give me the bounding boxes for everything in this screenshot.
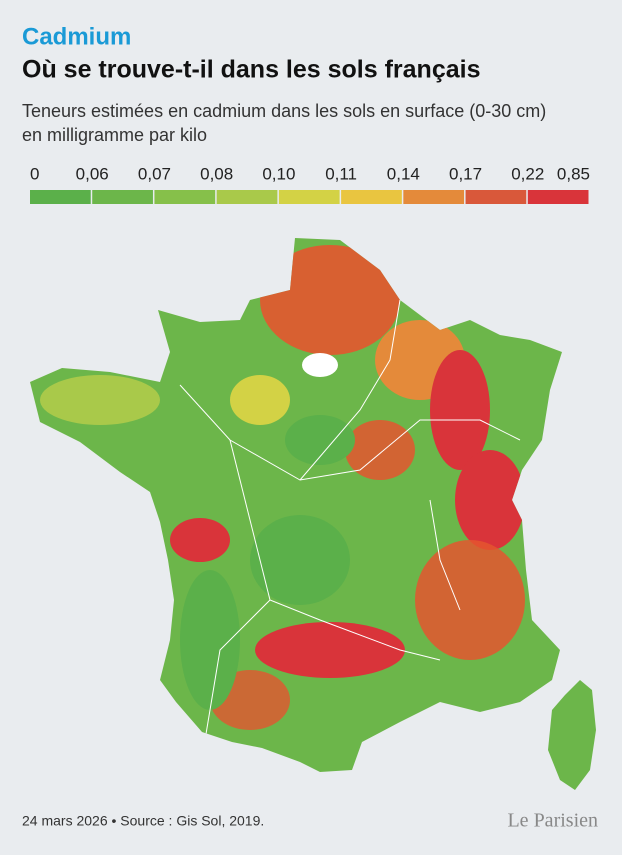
logo: Le Parisien [507,810,598,832]
legend-label: 0,06 [76,164,109,183]
legend-swatch [403,190,465,204]
legend: 0 0,06 0,07 0,08 0,10 0,11 0,14 0,17 0,22 0,85 [30,164,590,204]
legend-label: 0,08 [200,164,233,183]
title: Où se trouve-t-il dans les sols français [22,56,480,84]
subtitle: Teneurs estimées en cadmium dans les sol… [22,101,546,121]
legend-label: 0,11 [325,164,357,183]
legend-label: 0,10 [262,164,295,183]
legend-label: 0 [30,164,39,183]
legend-swatch [465,190,527,204]
legend-label: 0,14 [387,164,420,183]
source: 24 mars 2026 • Source : Gis Sol, 2019. [22,813,264,829]
subtitle: en milligramme par kilo [22,125,207,145]
legend-swatch [154,190,216,204]
legend-label: 0,17 [449,164,482,183]
corsica [548,680,596,790]
legend-swatch [341,190,402,204]
legend-label: 0,85 [557,164,590,183]
legend-swatch [30,190,91,204]
legend-swatch [527,190,589,204]
kicker: Cadmium [22,23,131,50]
legend-label: 0,07 [138,164,171,183]
legend-swatch [92,190,153,204]
legend-swatch [278,190,340,204]
legend-swatch [216,190,278,204]
legend-label: 0,22 [511,164,544,183]
